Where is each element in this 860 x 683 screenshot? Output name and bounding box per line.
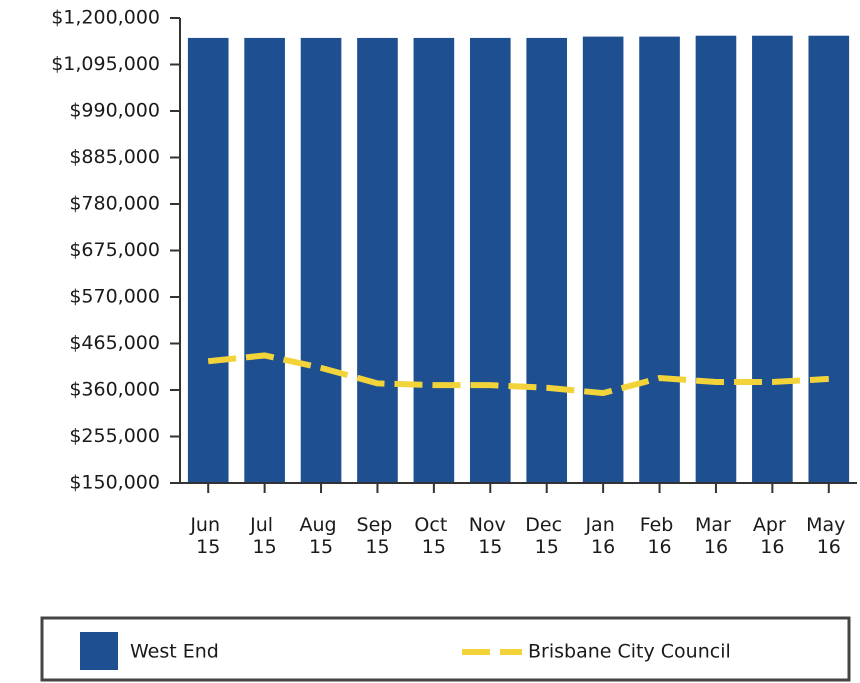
bar (582, 36, 624, 483)
y-tick-label: $780,000 (69, 193, 160, 215)
bar (808, 35, 850, 483)
x-tick-label: Jan 16 (584, 514, 620, 558)
y-tick-label: $675,000 (69, 239, 160, 261)
bar (187, 37, 229, 484)
x-tick-label: Dec 15 (525, 514, 568, 558)
y-tick-label: $255,000 (69, 425, 160, 447)
bar (695, 35, 737, 483)
bar (300, 37, 342, 484)
legend-label: Brisbane City Council (528, 641, 731, 663)
x-tick-label: Jul 15 (249, 514, 279, 558)
x-tick-label: May 16 (806, 514, 851, 558)
legend-swatch (80, 632, 118, 670)
line (207, 352, 829, 397)
x-tick-label: Apr 16 (753, 514, 792, 558)
x-tick-label: Oct 15 (414, 514, 453, 558)
y-tick-label: $570,000 (69, 286, 160, 308)
y-tick-label: $1,095,000 (51, 53, 160, 75)
bar (413, 37, 455, 484)
x-tick-label: Nov 15 (469, 514, 512, 558)
legend-label: West End (130, 641, 219, 663)
x-tick-label: Aug 15 (299, 514, 342, 558)
bar (357, 37, 398, 484)
y-tick-label: $465,000 (69, 332, 160, 354)
y-tick-label: $360,000 (69, 379, 160, 401)
y-tick-label: $150,000 (69, 472, 160, 494)
y-tick-label: $1,200,000 (51, 7, 160, 29)
bar (752, 35, 793, 483)
bar (639, 36, 680, 483)
x-tick-label: Mar 16 (695, 514, 737, 558)
x-tick-label: Sep 15 (357, 514, 399, 558)
bar (244, 37, 285, 484)
y-tick-label: $885,000 (69, 146, 160, 168)
legend-box (40, 616, 851, 682)
bar (469, 37, 511, 484)
x-tick-label: Jun 15 (189, 514, 226, 558)
y-tick-label: $990,000 (69, 100, 160, 122)
bar (526, 37, 568, 484)
x-tick-label: Feb 16 (640, 514, 680, 558)
